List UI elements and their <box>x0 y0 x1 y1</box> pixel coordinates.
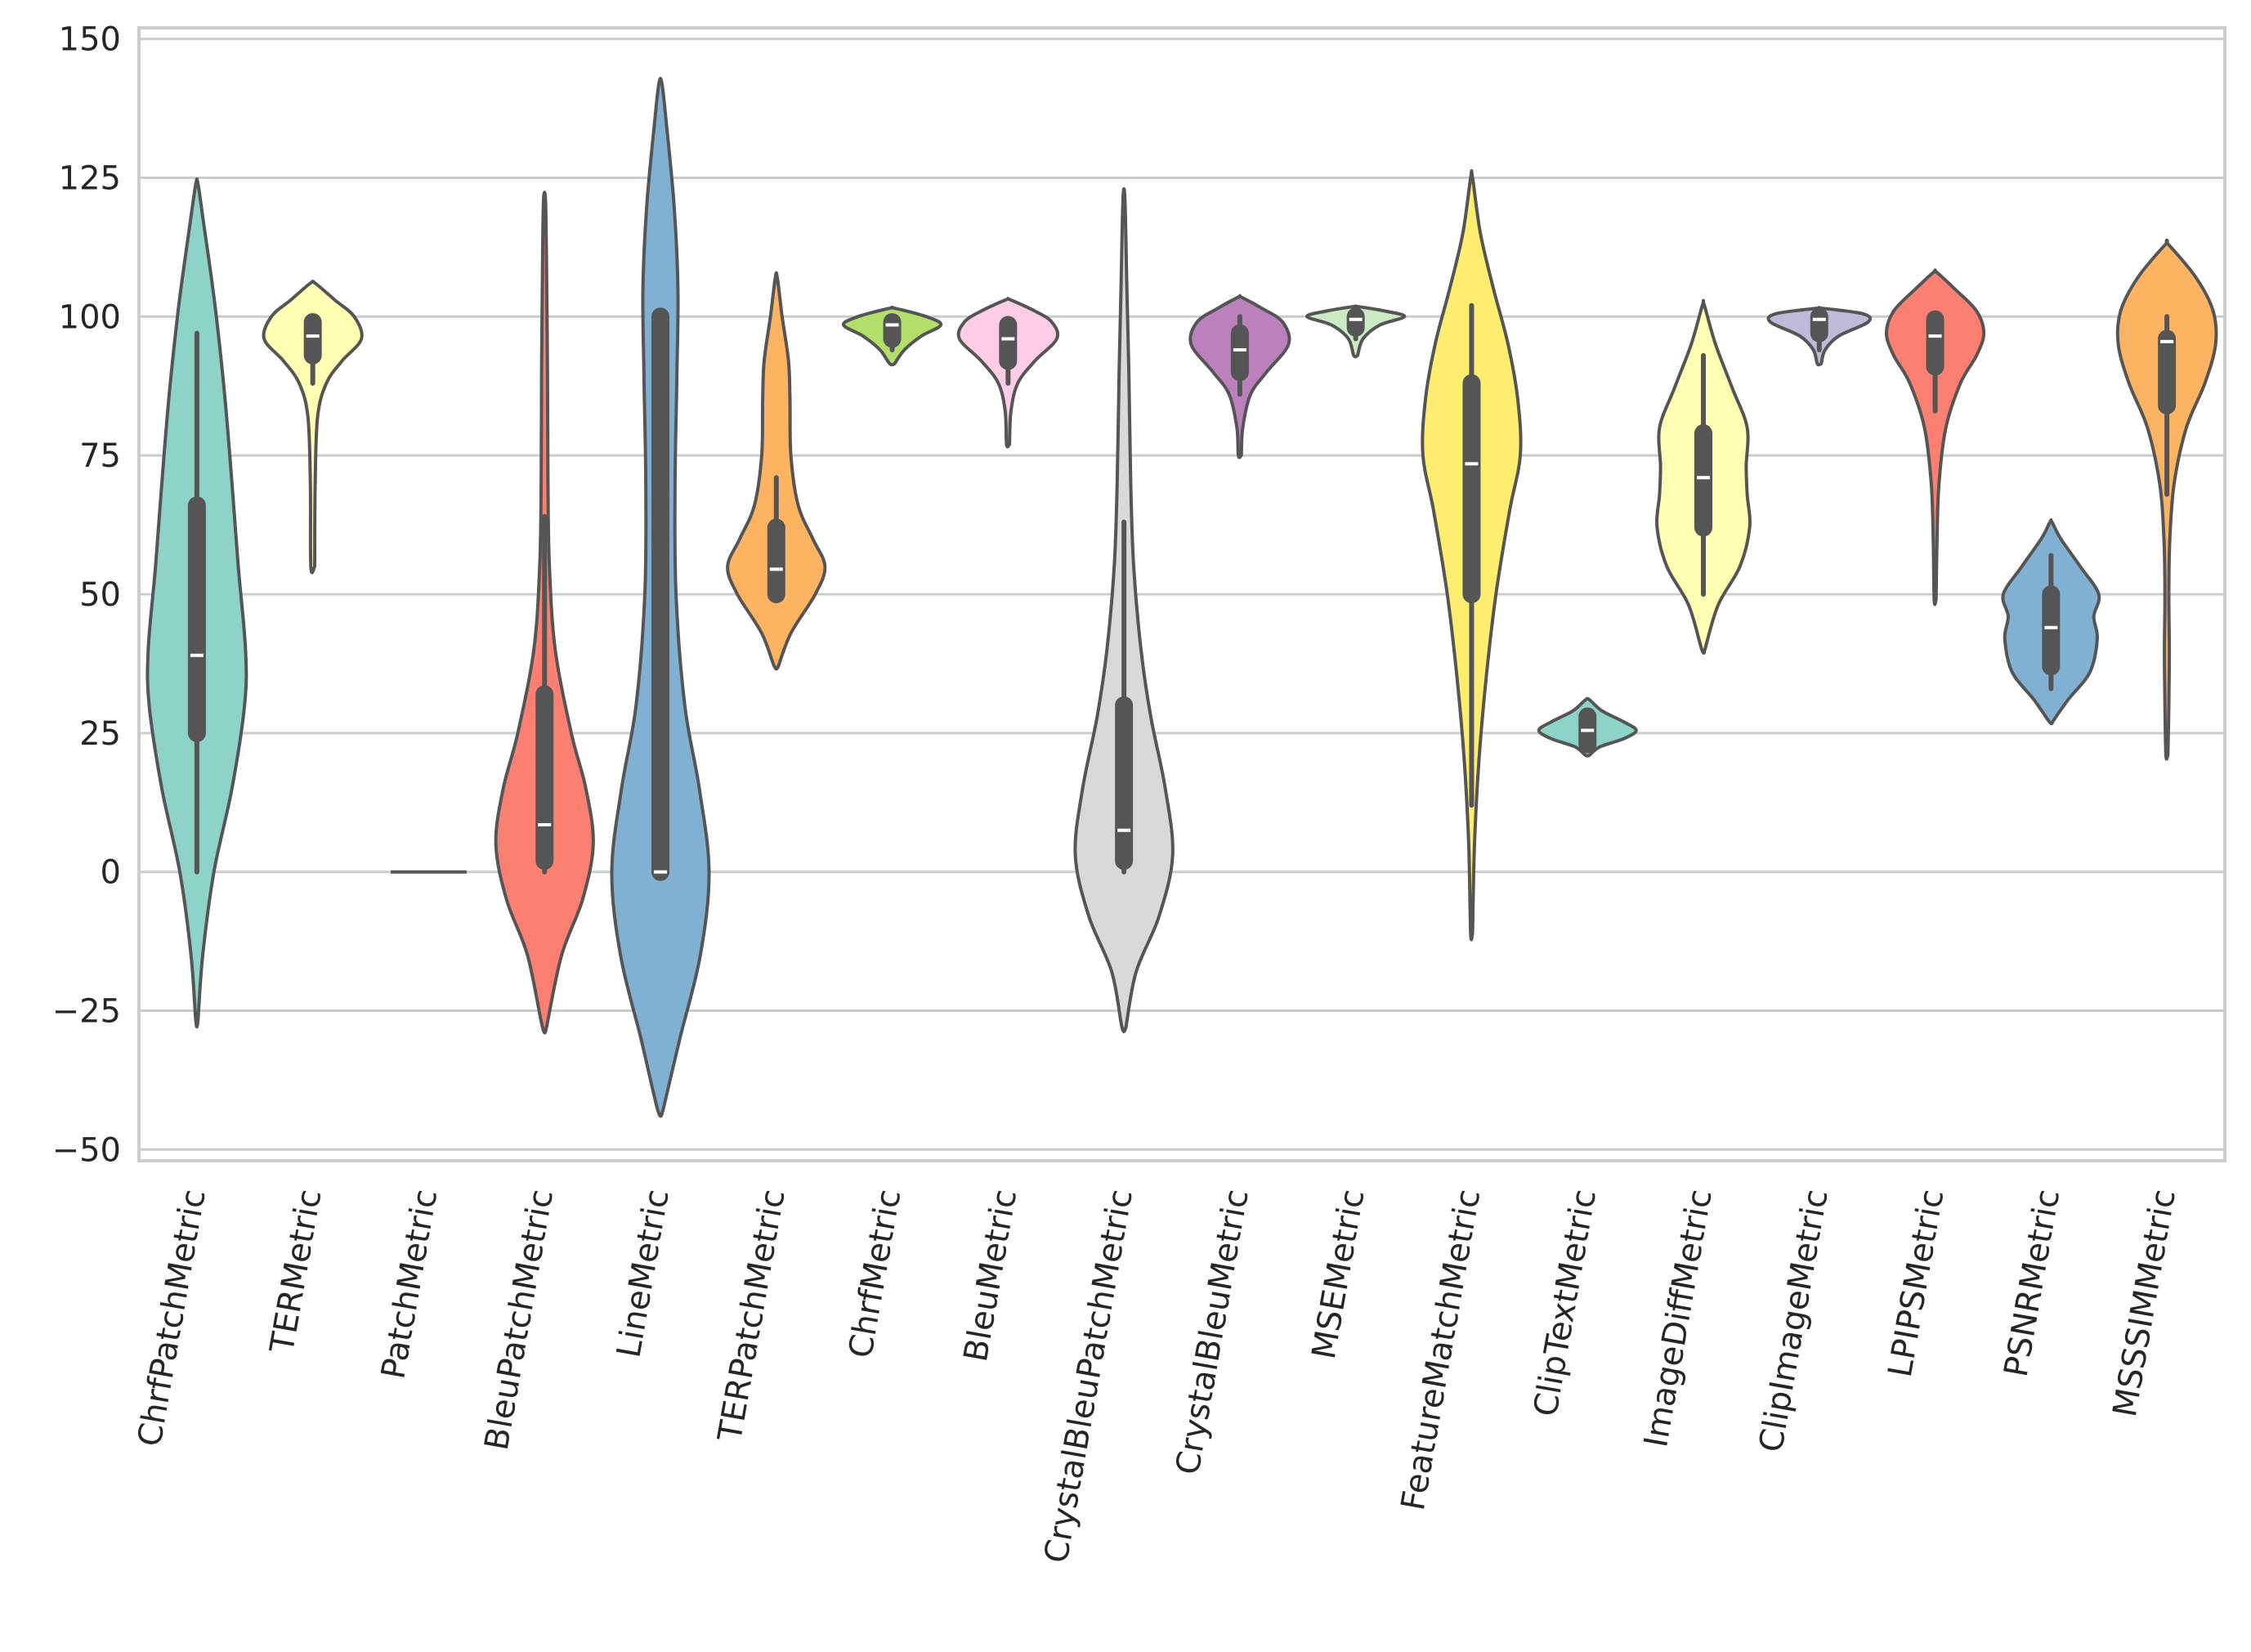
x-tick-label: LineMetric <box>610 1187 676 1361</box>
x-tick-label: LPIPSMetric <box>1882 1187 1952 1381</box>
x-tick-label: ChrfPatchMetric <box>131 1187 213 1449</box>
y-tick-label: 0 <box>101 854 121 892</box>
y-tick-label: 100 <box>59 298 121 336</box>
y-tick-label: 50 <box>79 576 121 614</box>
x-tick-label: TERPatchMetric <box>711 1187 793 1445</box>
x-tick-label: ClipTextMetric <box>1527 1187 1604 1420</box>
violins <box>145 76 2218 1118</box>
y-tick-label: −25 <box>52 993 121 1031</box>
gridlines <box>139 38 2225 1151</box>
x-tick-label: CrystalBleuPatchMetric <box>1037 1187 1140 1566</box>
x-tick-label: TERMetric <box>263 1187 329 1357</box>
y-tick-label: 75 <box>79 437 121 475</box>
y-tick-label: 150 <box>59 21 121 59</box>
y-tick-label: 125 <box>59 159 121 197</box>
x-tick-label: CrystalBleuMetric <box>1169 1187 1256 1478</box>
violin-TERPatchMetric <box>726 271 827 671</box>
x-tick-label: ClipImageMetric <box>1752 1187 1836 1455</box>
x-tick-label: MSSSIMMetric <box>2106 1187 2183 1420</box>
x-tick-labels: ChrfPatchMetric TERMetric PatchMetric BleuP… <box>131 1187 2183 1566</box>
boxplots <box>187 302 2177 881</box>
x-tick-label: PSNRMetric <box>1998 1187 2068 1380</box>
violin-LPIPSMetric <box>1885 268 1986 607</box>
y-tick-label: −50 <box>52 1131 121 1169</box>
x-tick-label: BleuMetric <box>957 1187 1024 1365</box>
x-tick-label: FeatureMatchMetric <box>1394 1187 1488 1514</box>
x-tick-label: ChrfMetric <box>842 1187 908 1361</box>
x-tick-label: BleuPatchMetric <box>478 1187 561 1453</box>
violin-TERMetric <box>262 279 364 575</box>
y-tick-label: 25 <box>79 715 121 753</box>
violin-MSSSIMMetric <box>2115 238 2218 761</box>
x-tick-label: ImageDiffMetric <box>1637 1187 1720 1450</box>
x-tick-label: PatchMetric <box>374 1187 445 1382</box>
x-tick-label: MSEMetric <box>1305 1187 1372 1362</box>
y-tick-labels: −50 −25 0 25 50 75 100 125 150 <box>52 21 121 1170</box>
plot-frame <box>137 26 2226 1162</box>
